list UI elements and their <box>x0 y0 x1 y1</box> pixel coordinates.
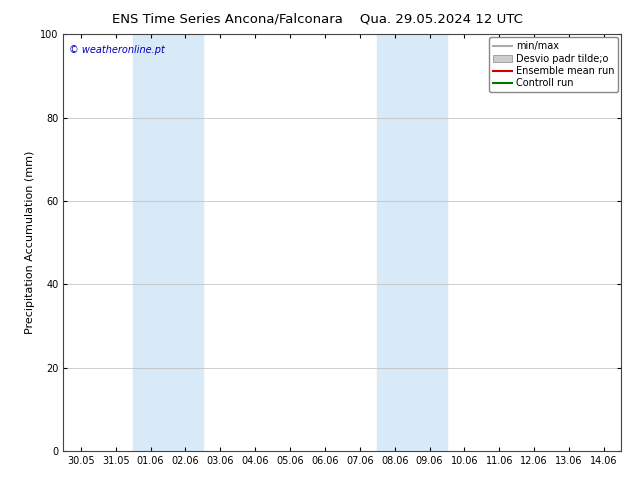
Bar <box>377 34 447 451</box>
Bar <box>133 34 203 451</box>
Legend: min/max, Desvio padr tilde;o, Ensemble mean run, Controll run: min/max, Desvio padr tilde;o, Ensemble m… <box>489 37 618 92</box>
Y-axis label: Precipitation Accumulation (mm): Precipitation Accumulation (mm) <box>25 151 35 334</box>
Text: © weatheronline.pt: © weatheronline.pt <box>69 45 165 55</box>
Text: ENS Time Series Ancona/Falconara    Qua. 29.05.2024 12 UTC: ENS Time Series Ancona/Falconara Qua. 29… <box>112 12 522 25</box>
